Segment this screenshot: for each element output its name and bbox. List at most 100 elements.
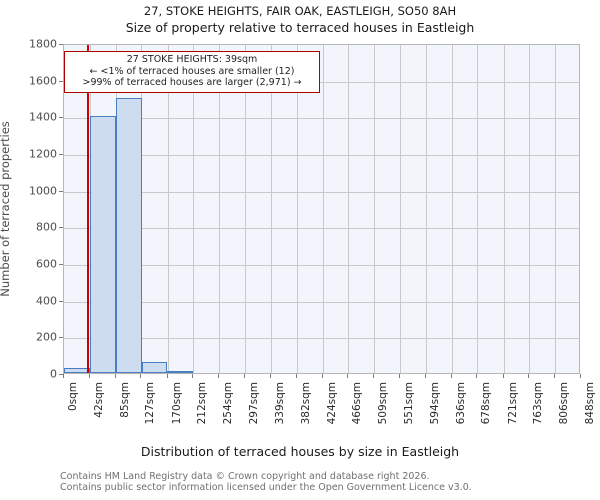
footer-line-2: Contains public sector information licen… <box>60 482 472 493</box>
y-axis-tick-label: 0 <box>50 367 57 381</box>
gridline-horizontal <box>64 118 579 120</box>
y-axis-tick-mark <box>59 227 63 229</box>
gridline-vertical <box>348 45 350 373</box>
x-axis-tick-mark <box>244 374 246 378</box>
histogram-bar <box>167 371 194 373</box>
y-axis-tick-mark <box>59 264 63 265</box>
y-axis-tick-label: 800 <box>36 220 57 234</box>
y-axis-tick-mark <box>59 44 63 45</box>
x-axis-tick-mark <box>502 374 504 378</box>
x-axis-tick-label: 0sqm <box>67 382 79 412</box>
y-axis-tick-mark <box>59 117 63 119</box>
x-axis-tick-mark <box>295 374 297 378</box>
gridline-vertical <box>374 45 376 373</box>
x-axis-tick-label: 127sqm <box>144 382 157 425</box>
gridline-vertical <box>451 45 453 373</box>
gridline-horizontal <box>64 191 579 193</box>
footer-line-1: Contains HM Land Registry data © Crown c… <box>60 471 430 482</box>
x-axis-tick-label: 42sqm <box>92 382 105 418</box>
histogram-bar <box>64 367 90 373</box>
annotation-box: 27 STOKE HEIGHTS: 39sqm ← <1% of terrace… <box>64 51 320 93</box>
x-axis-tick-mark <box>528 374 530 378</box>
gridline-horizontal <box>64 338 579 340</box>
x-axis-tick-label: 170sqm <box>170 382 183 425</box>
x-axis-tick-label: 297sqm <box>248 382 261 425</box>
x-axis-tick-mark <box>321 374 323 378</box>
x-axis-tick-label: 212sqm <box>196 382 209 425</box>
x-axis-tick-label: 382sqm <box>299 382 312 425</box>
x-axis-tick-label: 509sqm <box>377 382 390 425</box>
x-axis-tick-label: 85sqm <box>118 382 131 418</box>
gridline-horizontal <box>64 155 579 156</box>
histogram-bar <box>115 98 142 373</box>
x-axis-tick-mark <box>450 374 452 378</box>
x-axis-tick-label: 594sqm <box>429 382 442 425</box>
x-axis-tick-mark <box>373 374 375 378</box>
y-axis-tick-mark <box>59 374 63 375</box>
annotation-line-1: 27 STOKE HEIGHTS: 39sqm <box>126 54 258 65</box>
x-axis-tick-label: 254sqm <box>221 382 234 425</box>
x-axis-tick-label: 721sqm <box>506 382 519 425</box>
x-axis-tick-label: 551sqm <box>402 382 415 425</box>
x-axis-tick-mark <box>114 374 116 378</box>
gridline-vertical <box>426 45 428 373</box>
gridline-horizontal <box>64 265 579 266</box>
y-axis-tick-mark <box>59 154 63 155</box>
x-axis-tick-mark <box>217 374 219 378</box>
x-axis-tick-label: 763sqm <box>532 382 545 425</box>
x-axis-tick-label: 466sqm <box>351 382 364 425</box>
x-axis-tick-mark <box>63 374 64 378</box>
y-axis-tick-label: 1200 <box>29 147 57 161</box>
gridline-vertical <box>322 45 324 373</box>
gridline-horizontal <box>64 81 579 83</box>
y-axis-tick-label: 200 <box>36 330 57 344</box>
histogram-bar <box>141 362 168 373</box>
y-axis-tick-label: 1000 <box>29 184 57 198</box>
histogram-bars <box>64 45 579 373</box>
x-axis-tick-mark <box>554 374 556 378</box>
gridline-vertical <box>399 45 401 373</box>
chart-title: 27, STOKE HEIGHTS, FAIR OAK, EASTLEIGH, … <box>143 4 457 18</box>
y-axis-tick-label: 1600 <box>29 74 57 88</box>
gridline-vertical <box>296 45 298 373</box>
gridline-vertical <box>193 45 195 373</box>
x-axis-tick-mark <box>192 374 194 378</box>
y-axis-tick-label: 400 <box>36 294 57 308</box>
x-axis-tick-label: 806sqm <box>558 382 571 425</box>
x-axis-tick-label: 424sqm <box>325 382 338 425</box>
gridline-vertical <box>270 45 272 373</box>
x-axis-tick-mark <box>347 374 349 378</box>
x-axis-tick-mark <box>580 374 581 378</box>
gridline-vertical <box>477 45 479 373</box>
y-axis-tick-label: 1400 <box>29 110 57 124</box>
x-axis-tick-mark <box>476 374 478 378</box>
x-axis-tick-mark <box>398 374 400 378</box>
x-axis-tick-mark <box>425 374 427 378</box>
plot-area: 27 STOKE HEIGHTS: 39sqm ← <1% of terrace… <box>63 44 580 374</box>
x-axis-tick-label: 848sqm <box>584 382 596 425</box>
property-marker-line <box>86 45 89 373</box>
gridline-vertical <box>218 45 220 373</box>
x-axis-label: Distribution of terraced houses by size … <box>140 444 460 459</box>
footer-attribution: Contains HM Land Registry data © Crown c… <box>60 471 472 493</box>
histogram-bar <box>89 116 116 373</box>
y-axis-tick-label: 600 <box>36 257 57 271</box>
y-axis-label-wrap: Number of terraced properties <box>0 44 14 374</box>
gridline-vertical <box>167 45 169 373</box>
annotation-line-3: >99% of terraced houses are larger (2,97… <box>82 77 302 89</box>
gridline-horizontal <box>64 228 579 230</box>
x-axis-tick-label: 636sqm <box>454 382 467 425</box>
y-axis-tick-mark <box>59 80 63 82</box>
x-axis-tick-mark <box>166 374 168 378</box>
y-axis-tick-mark <box>59 337 63 339</box>
gridline-vertical <box>141 45 143 373</box>
gridline-vertical <box>503 45 505 373</box>
gridline-vertical <box>555 45 557 373</box>
y-axis-tick-mark <box>59 300 63 302</box>
chart-subtitle: Size of property relative to terraced ho… <box>125 20 475 35</box>
x-axis-tick-mark <box>88 374 90 378</box>
x-axis-tick-label: 339sqm <box>273 382 286 425</box>
x-axis-tick-label: 678sqm <box>480 382 493 425</box>
gridline-horizontal <box>64 301 579 303</box>
